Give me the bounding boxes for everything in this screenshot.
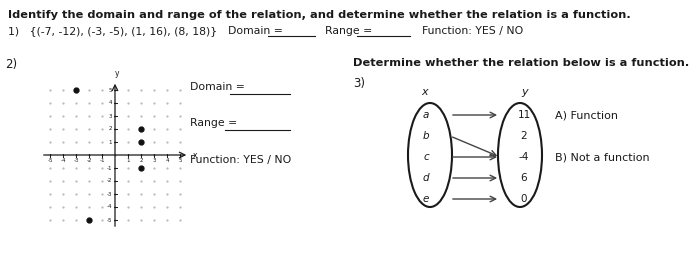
Text: 4: 4 [165,158,169,163]
Text: 1)   {(-7, -12), (-3, -5), (1, 16), (8, 18)}: 1) {(-7, -12), (-3, -5), (1, 16), (8, 18… [8,26,217,36]
Text: -3: -3 [74,158,78,163]
Text: 1: 1 [108,139,112,144]
Text: 0: 0 [521,194,527,204]
Text: B) Not a function: B) Not a function [555,152,650,162]
Text: 5: 5 [178,158,182,163]
Text: -1: -1 [106,166,112,171]
Text: -3: -3 [106,191,112,196]
Text: 2: 2 [139,158,143,163]
Text: -5: -5 [48,158,52,163]
Text: x: x [421,87,428,97]
Text: a: a [423,110,429,120]
Text: 4: 4 [108,101,112,106]
Text: Function: YES / NO: Function: YES / NO [190,155,291,165]
Text: e: e [423,194,429,204]
Text: -5: -5 [106,218,112,223]
Text: 2): 2) [5,58,17,71]
Text: Identify the domain and range of the relation, and determine whether the relatio: Identify the domain and range of the rel… [8,10,631,20]
Text: 11: 11 [517,110,531,120]
Text: -1: -1 [99,158,105,163]
Text: y: y [115,69,119,78]
Text: d: d [423,173,429,183]
Text: Domain =: Domain = [228,26,283,36]
Text: 2: 2 [108,126,112,131]
Text: c: c [423,152,429,162]
Text: -2: -2 [106,178,112,183]
Text: Function: YES / NO: Function: YES / NO [422,26,524,36]
Text: -4: -4 [519,152,529,162]
Text: Determine whether the relation below is a function.: Determine whether the relation below is … [353,58,690,68]
Text: Range =: Range = [325,26,372,36]
Text: 6: 6 [521,173,527,183]
Text: 3: 3 [108,114,112,119]
Text: 3): 3) [353,77,365,90]
Text: y: y [522,87,528,97]
Text: 2: 2 [521,131,527,141]
Text: x: x [193,150,197,159]
Text: 1: 1 [126,158,130,163]
Text: b: b [423,131,429,141]
Text: -4: -4 [60,158,66,163]
Text: A) Function: A) Function [555,110,618,120]
Text: 5: 5 [108,87,112,92]
Text: Domain =: Domain = [190,82,245,92]
Text: -2: -2 [86,158,92,163]
Text: 3: 3 [153,158,155,163]
Text: -4: -4 [106,205,112,210]
Text: Range =: Range = [190,118,237,128]
